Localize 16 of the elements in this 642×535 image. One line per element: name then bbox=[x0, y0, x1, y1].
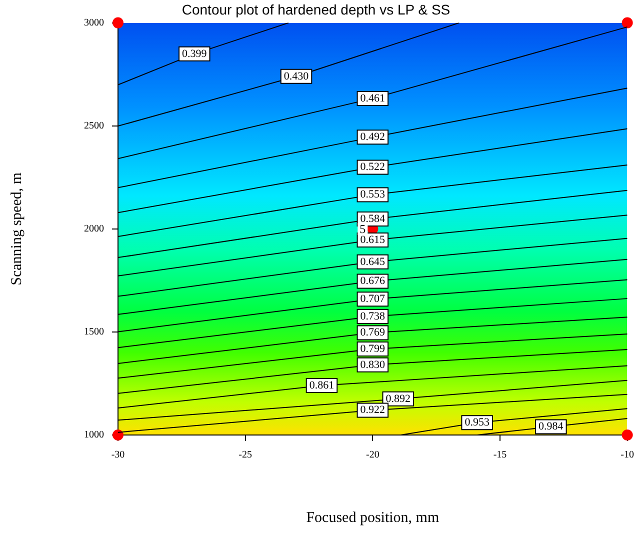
point bbox=[622, 17, 633, 28]
point bbox=[622, 430, 633, 440]
x-tick-label: -15 bbox=[493, 450, 507, 461]
y-tick-label: 2000 bbox=[84, 224, 104, 235]
x-tick-label: -10 bbox=[620, 450, 634, 461]
chart-title: Contour plot of hardened depth vs LP & SS bbox=[182, 1, 450, 18]
y-tick-label: 1500 bbox=[84, 326, 104, 338]
y-tick-label: 3000 bbox=[84, 17, 104, 28]
y-tick-label: 1000 bbox=[84, 430, 104, 441]
x-tick-label: -30 bbox=[111, 450, 125, 461]
y-axis-title: Scanning speed, m bbox=[8, 172, 25, 286]
y-tick-label: 2500 bbox=[84, 120, 104, 132]
x-axis-title: Focused position, mm bbox=[306, 510, 440, 526]
x-tick-label: -20 bbox=[366, 450, 380, 461]
x-tick-label: -25 bbox=[238, 450, 252, 461]
point bbox=[112, 17, 124, 28]
